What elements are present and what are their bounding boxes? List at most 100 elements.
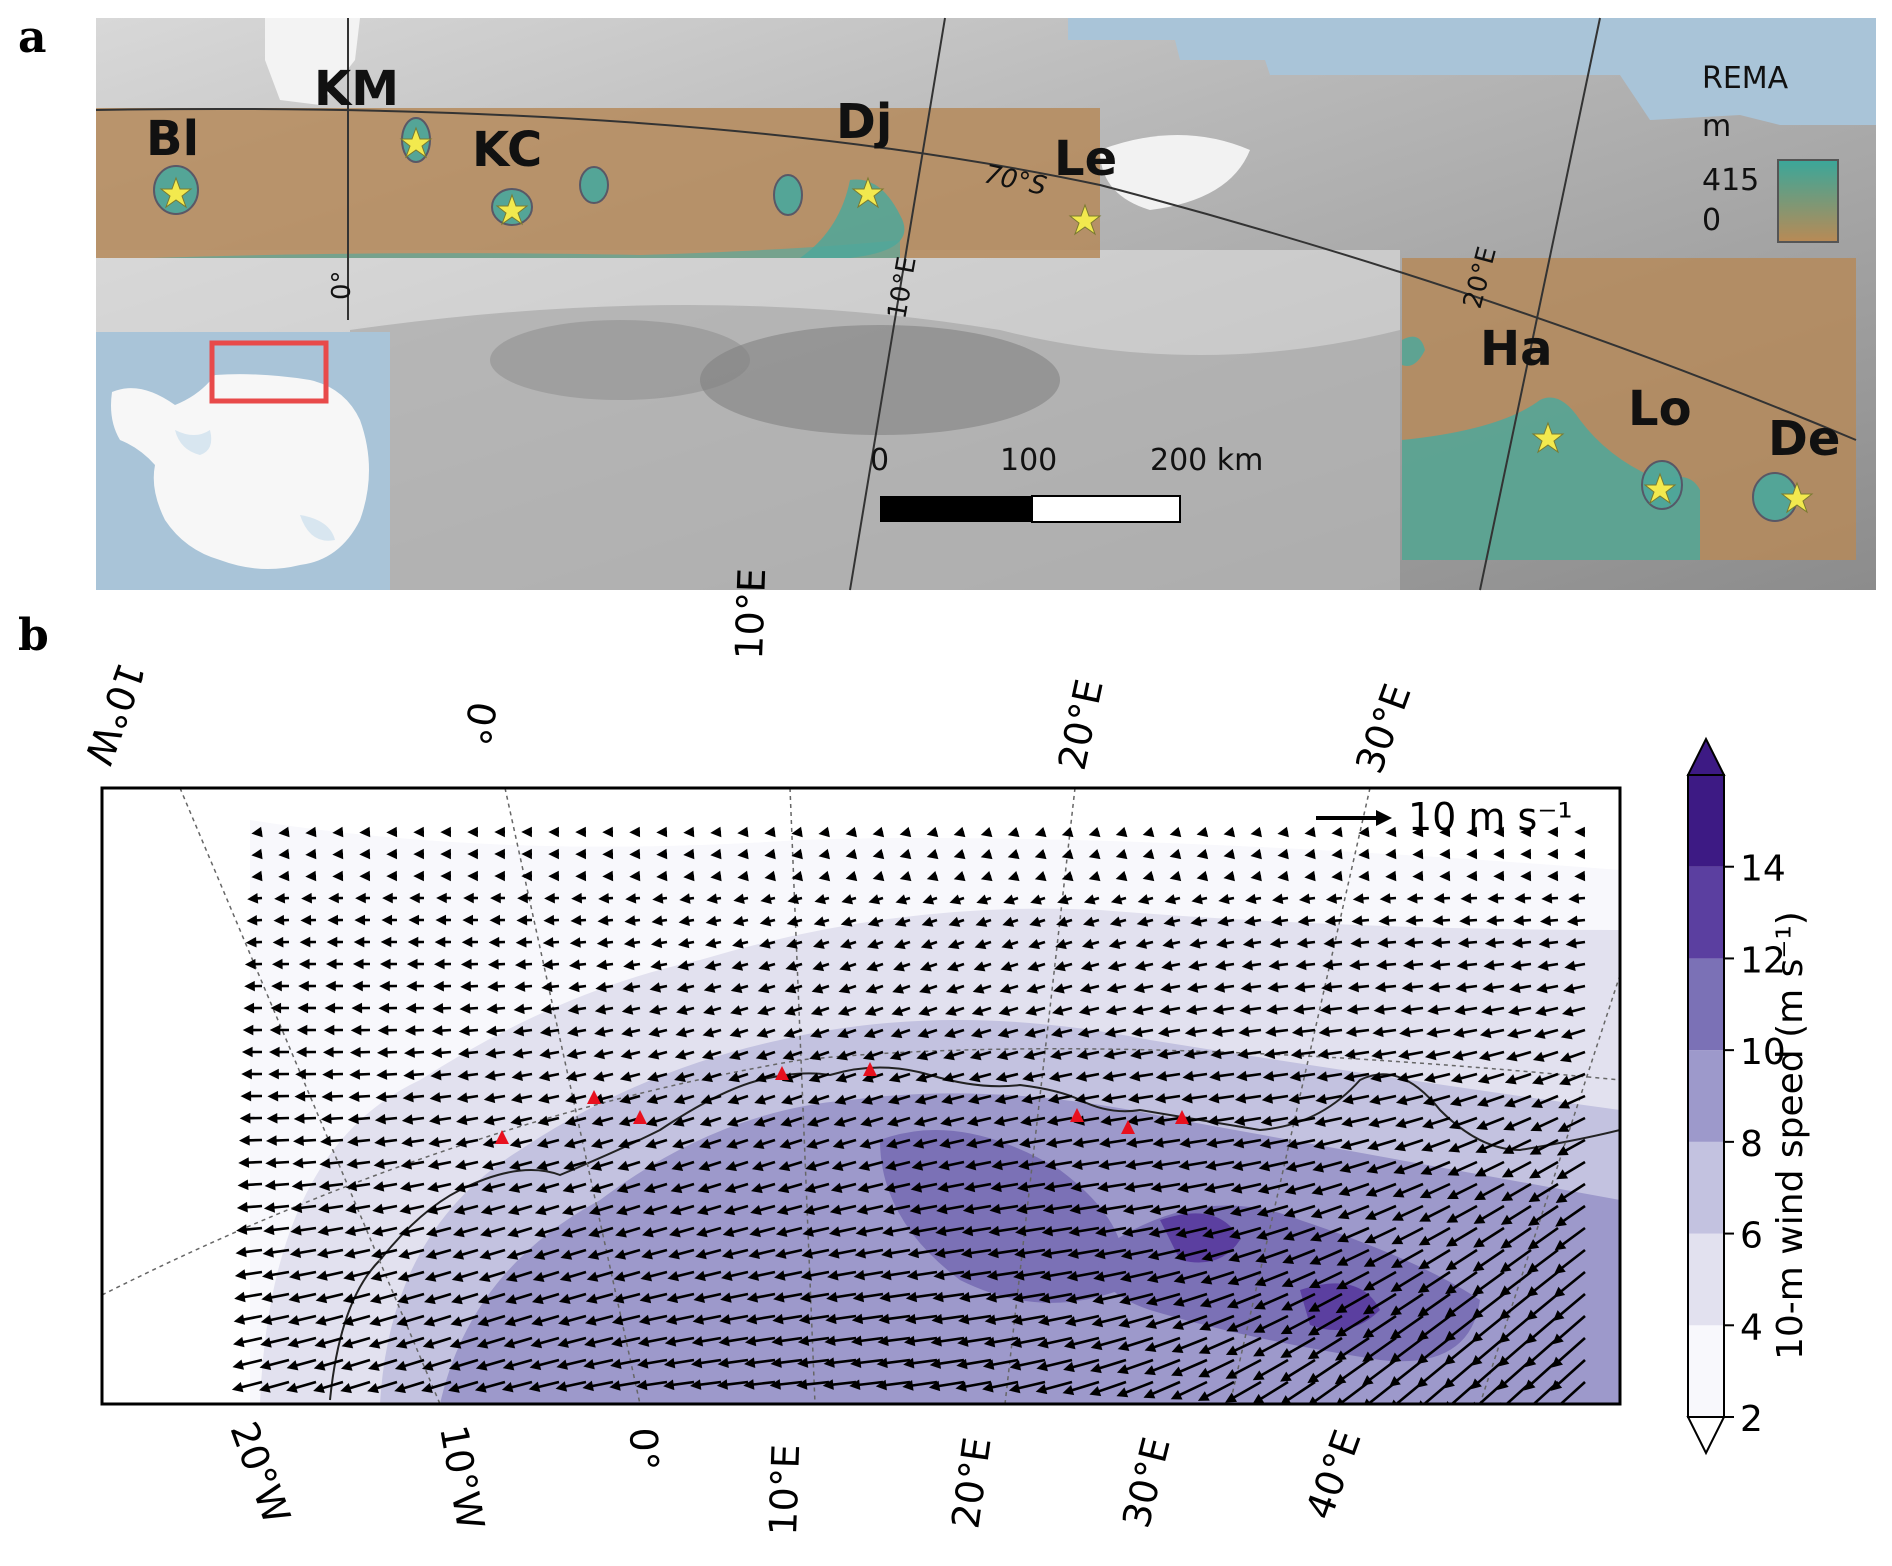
wind-vector-head <box>1295 959 1307 971</box>
wind-vector-head <box>1149 1204 1161 1216</box>
wind-vector-head <box>602 848 614 860</box>
wind-vector-head <box>1311 1185 1324 1196</box>
wind-vector-head <box>459 1003 471 1014</box>
wind-vector-head <box>1335 1303 1348 1314</box>
wind-vector-head <box>985 1292 997 1303</box>
wind-vector-head <box>400 1159 412 1170</box>
wind-vector-head <box>836 1028 849 1039</box>
wind-vector-head <box>648 1004 661 1015</box>
wind-vector-head <box>728 1072 740 1083</box>
wind-vector-head <box>904 1313 917 1325</box>
wind-vector-head <box>1304 870 1316 882</box>
wind-vector-head <box>1282 1230 1295 1241</box>
wind-vector-head <box>1375 959 1388 971</box>
reference-vector-label: 10 m s⁻¹ <box>1408 795 1573 839</box>
wind-vector-head <box>292 1157 304 1169</box>
wind-vector-head <box>775 1226 788 1238</box>
wind-vector-head <box>313 1360 326 1371</box>
wind-vector-head <box>786 916 799 927</box>
wind-vector-head <box>477 1316 490 1327</box>
wind-vector-head <box>960 1247 973 1259</box>
wind-vector-head <box>1196 848 1209 860</box>
wind-vector-head <box>1088 870 1101 882</box>
wind-vector-head <box>1094 1248 1106 1260</box>
wind-vector-head <box>694 1270 706 1282</box>
wind-vector-head <box>1473 1213 1486 1224</box>
wind-vector-head <box>906 1269 919 1281</box>
wind-vector-head <box>1188 960 1200 971</box>
wind-vector-head <box>401 1136 413 1148</box>
wind-vector-head <box>1531 1098 1543 1109</box>
wind-vector-head <box>594 1026 606 1037</box>
wind-vector-head <box>838 983 851 994</box>
colorbar-segment <box>1688 866 1724 959</box>
wind-vector-head <box>1358 848 1370 860</box>
wind-vector-head <box>244 958 256 970</box>
wind-vector-head <box>962 1203 975 1215</box>
wind-vector-head <box>664 1336 677 1347</box>
wind-vector-head <box>1285 1161 1298 1172</box>
colorbar-segment <box>1688 1050 1724 1142</box>
wind-vector-head <box>1240 982 1252 993</box>
wind-vector-head <box>379 958 391 970</box>
wind-vector-head <box>769 1379 781 1390</box>
wind-vector-head <box>699 1116 712 1127</box>
wind-vector-head <box>946 961 959 972</box>
wind-vector-head <box>1098 1159 1110 1170</box>
wind-vector-head <box>481 1159 494 1171</box>
wind-vector-head <box>1186 982 1199 993</box>
wind-vector-head <box>872 848 885 860</box>
wind-vector-head <box>1116 1387 1129 1398</box>
wind-vector-head <box>1000 961 1013 972</box>
wind-vector-head <box>548 848 559 860</box>
wind-vector-head <box>1268 959 1280 971</box>
wind-vector-head <box>834 1094 847 1105</box>
wind-vector-head <box>1277 870 1289 882</box>
wind-vector-head <box>1178 1159 1190 1171</box>
wind-vector-head <box>968 1072 981 1083</box>
wind-vector-head <box>731 960 744 971</box>
wind-vector-head <box>1459 915 1471 926</box>
wind-vector-head <box>305 848 317 860</box>
wind-vector-head <box>1126 1115 1139 1126</box>
wind-vector-head <box>1045 1137 1058 1148</box>
wind-vector-head <box>991 1159 1003 1171</box>
wind-vector-head <box>598 892 610 904</box>
wind-vector-head <box>263 1202 276 1213</box>
wind-vector-head <box>300 914 312 926</box>
wind-vector-head <box>1173 1273 1186 1284</box>
wind-vector-head <box>1132 1004 1144 1016</box>
wind-vector-head <box>1419 1188 1432 1199</box>
wind-vector-head <box>1341 1116 1353 1128</box>
wind-vector-head <box>1450 1073 1463 1084</box>
wind-vector-head <box>721 1248 734 1260</box>
wind-vector-head <box>1223 848 1236 860</box>
wind-vector-head <box>1395 1118 1407 1129</box>
wind-vector-head <box>557 1337 569 1348</box>
wind-vector-head <box>453 1204 466 1215</box>
wind-vector-head <box>1115 826 1128 838</box>
ice-shelf-label-le: Le <box>1054 131 1117 187</box>
wind-vector-head <box>1090 1362 1102 1374</box>
wind-vector-head <box>1028 938 1040 950</box>
wind-vector-head <box>1423 1072 1436 1083</box>
wind-vector-head <box>1336 1256 1349 1266</box>
wind-vector-head <box>516 914 528 926</box>
wind-vector-head <box>1047 1093 1060 1104</box>
wind-vector-head <box>534 1227 546 1238</box>
wind-vector-head <box>1547 848 1558 860</box>
wind-vector-head <box>907 1247 920 1259</box>
wind-vector-head <box>434 936 446 948</box>
wind-vector-head <box>1210 1048 1222 1060</box>
wind-vector-head <box>1026 983 1038 994</box>
wind-vector-head <box>1229 1206 1242 1217</box>
wind-vector-head <box>1501 1167 1514 1178</box>
bottom-lon-label-10w: 10°W <box>431 1422 493 1533</box>
wind-vector-head <box>475 1360 488 1371</box>
wind-vector-head <box>744 1357 756 1368</box>
wind-vector-head <box>621 1004 634 1015</box>
wind-vector-head <box>1477 1073 1490 1084</box>
wind-vector-head <box>729 1027 742 1038</box>
wind-vector-head <box>1250 826 1262 838</box>
